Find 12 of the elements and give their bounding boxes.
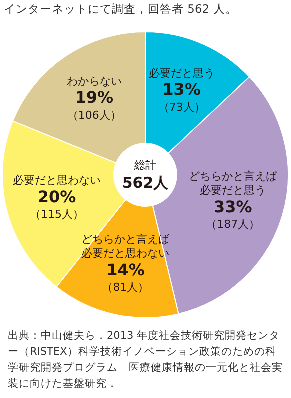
chart-title: インターネットにて調査，回答者 562 人。 <box>4 2 238 17</box>
slice-label: 必要だと思う <box>148 66 215 80</box>
text: 総計 562人 <box>122 158 170 192</box>
data-label: 13% （73人） <box>158 80 206 114</box>
data-label: 33% （187人） <box>206 197 260 232</box>
slice-label: わからない <box>66 74 122 88</box>
data-label: 19% （106人） <box>67 88 122 122</box>
data-label: 20% （115人） <box>30 187 84 222</box>
source-note: 出典：中山健夫ら．2013 年度社会技術研究開発センター（RISTEX）科学技術イノベーション政策のための科学研究開発プログラム 医療健康情報の一元化と社会実装に向けた基盤研究． <box>8 329 284 392</box>
slice-label: どちらかと言えば必要だと思う <box>189 170 278 198</box>
data-label: 14% （81人） <box>102 260 150 294</box>
slice-label: 必要だと思わない <box>12 174 101 188</box>
